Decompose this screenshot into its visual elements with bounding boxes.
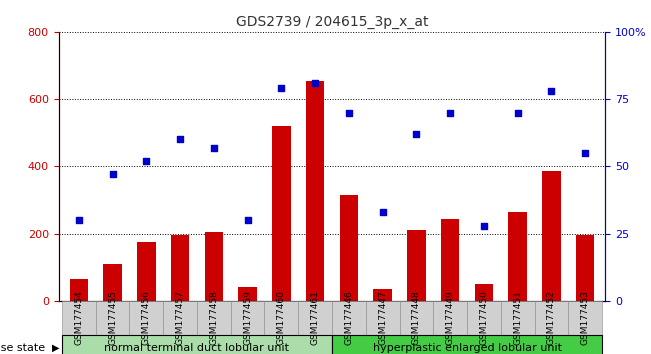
Point	[512, 110, 523, 115]
Text: GSM177450: GSM177450	[479, 290, 488, 345]
Point	[546, 88, 557, 94]
Point	[478, 223, 489, 228]
Point	[141, 158, 152, 164]
Text: GSM177449: GSM177449	[446, 290, 454, 345]
Bar	[272, 126, 290, 301]
Text: GSM177460: GSM177460	[277, 290, 286, 345]
Bar	[340, 195, 358, 301]
Point	[107, 172, 118, 177]
Text: GSM177451: GSM177451	[513, 290, 522, 345]
Point	[310, 80, 320, 86]
Point	[580, 150, 590, 156]
Text: GSM177458: GSM177458	[210, 290, 218, 345]
Point	[378, 209, 388, 215]
Bar	[441, 218, 460, 301]
Text: GSM177455: GSM177455	[108, 290, 117, 345]
Bar	[542, 171, 561, 301]
Text: GSM177461: GSM177461	[311, 290, 320, 345]
Text: hyperplastic enlarged lobular unit: hyperplastic enlarged lobular unit	[372, 343, 562, 353]
Point	[209, 145, 219, 150]
Bar	[238, 287, 257, 301]
Bar	[374, 289, 392, 301]
Text: ▶: ▶	[51, 343, 59, 353]
Point	[242, 217, 253, 223]
Text: GSM177453: GSM177453	[581, 290, 590, 345]
Point	[411, 131, 422, 137]
Text: GSM177456: GSM177456	[142, 290, 151, 345]
Point	[445, 110, 455, 115]
Point	[74, 217, 84, 223]
Bar	[171, 235, 189, 301]
Bar	[306, 81, 324, 301]
Text: GSM177448: GSM177448	[412, 290, 421, 345]
Text: GSM177452: GSM177452	[547, 290, 556, 345]
Text: normal terminal duct lobular unit: normal terminal duct lobular unit	[105, 343, 290, 353]
Bar	[70, 279, 88, 301]
Text: disease state: disease state	[0, 343, 46, 353]
Text: GSM177447: GSM177447	[378, 290, 387, 345]
Point	[175, 137, 186, 142]
Title: GDS2739 / 204615_3p_x_at: GDS2739 / 204615_3p_x_at	[236, 16, 428, 29]
Text: GSM177446: GSM177446	[344, 290, 353, 345]
Text: GSM177459: GSM177459	[243, 290, 252, 345]
Bar	[576, 235, 594, 301]
Bar	[475, 284, 493, 301]
Text: GSM177457: GSM177457	[176, 290, 185, 345]
Bar	[204, 232, 223, 301]
Point	[276, 86, 286, 91]
Bar	[508, 212, 527, 301]
Bar	[407, 230, 426, 301]
Text: GSM177454: GSM177454	[74, 290, 83, 345]
Bar	[104, 264, 122, 301]
Bar	[137, 242, 156, 301]
Point	[344, 110, 354, 115]
